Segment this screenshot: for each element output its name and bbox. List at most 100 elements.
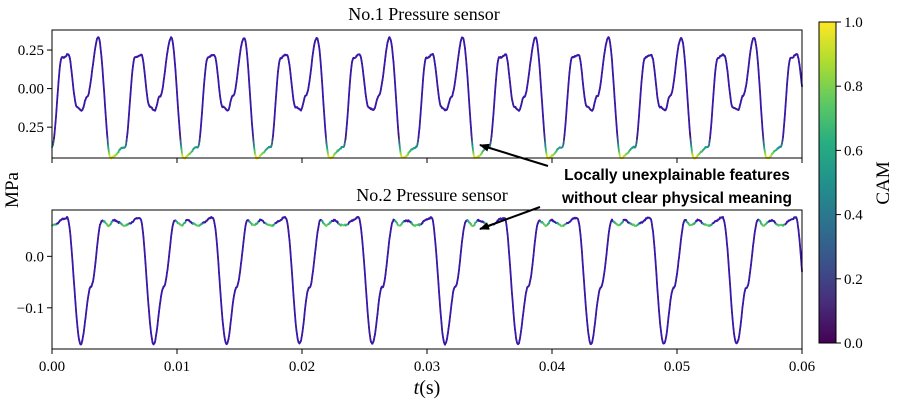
series-segment: [782, 124, 785, 133]
series-segment: [53, 127, 56, 135]
series-segment: [465, 57, 468, 66]
series-segment: [147, 298, 150, 307]
series-segment: [465, 63, 468, 72]
panel-2: No.2 Pressure sensor 0.00 0.01 0.02 0.03 0.0…: [17, 185, 816, 375]
series-segment: [220, 299, 223, 308]
series-segment: [203, 78, 206, 86]
panel-2-y-ticks: 0.0 −0.1: [17, 249, 52, 317]
series-segment: [394, 81, 397, 91]
series-segment: [436, 269, 439, 278]
series-segment: [218, 278, 221, 288]
annotation-arrow-2: [479, 206, 541, 230]
series-segment: [202, 84, 205, 93]
series-segment: [658, 309, 661, 318]
series-segment: [142, 236, 145, 245]
panel-2-frame: [51, 209, 803, 350]
x-tick-label: 0.06: [789, 359, 816, 375]
series-segment: [686, 97, 689, 107]
series-segment: [396, 111, 399, 122]
series-segment: [785, 83, 788, 94]
series-segment: [251, 128, 254, 137]
series-segment: [143, 242, 146, 251]
series-segment: [759, 90, 762, 100]
x-tick-label: 0.01: [164, 359, 190, 375]
series-segment: [216, 243, 219, 252]
series-segment: [637, 115, 640, 124]
y-tick-label: 0.25: [18, 43, 44, 59]
series-segment: [537, 53, 540, 61]
series-segment: [395, 104, 398, 114]
series-segment: [440, 316, 443, 324]
series-segment: [438, 290, 441, 299]
series-segment: [728, 275, 731, 285]
y-tick-label: 0.00: [18, 82, 44, 98]
series-segment: [756, 57, 759, 65]
series-segment: [318, 48, 321, 56]
series-segment: [363, 267, 366, 276]
series-segment: [538, 59, 541, 67]
series-segment: [654, 253, 657, 262]
series-segment: [640, 81, 643, 90]
series-segment: [467, 83, 470, 93]
series-segment: [687, 112, 690, 121]
series-segment: [435, 255, 438, 265]
series-segment: [612, 73, 615, 83]
annotation-line-1: Locally unexplainable features: [564, 167, 790, 184]
series-segment: [580, 239, 583, 248]
series-segment: [146, 283, 149, 294]
series-segment: [783, 112, 786, 121]
series-segment: [614, 102, 617, 113]
series-segment: [584, 301, 587, 310]
series-segment: [72, 275, 75, 284]
series-segment: [731, 311, 734, 320]
panel-2-series: [51, 215, 803, 346]
series-segment: [568, 71, 571, 79]
panel-1-title: No.1 Pressure sensor: [348, 4, 499, 24]
series-segment: [615, 123, 618, 133]
series-segment: [761, 128, 764, 136]
series-segment: [580, 245, 583, 254]
series-segment: [69, 235, 72, 244]
series-segment: [420, 93, 423, 103]
series-segment: [54, 115, 57, 124]
series-segment: [294, 314, 297, 323]
series-segment: [491, 118, 494, 127]
series-segment: [127, 113, 130, 122]
series-segment: [200, 111, 203, 120]
series-segment: [756, 51, 759, 59]
series-segment: [345, 122, 348, 130]
panel-1-frame: [51, 29, 803, 159]
series-segment: [711, 106, 714, 116]
series-segment: [130, 73, 133, 83]
series-segment: [274, 95, 277, 105]
series-segment: [101, 68, 104, 78]
series-segment: [713, 79, 716, 88]
series-segment: [322, 103, 325, 113]
series-segment: [652, 235, 655, 243]
series-segment: [784, 105, 787, 115]
series-segment: [367, 321, 370, 329]
series-segment: [367, 315, 370, 323]
series-segment: [293, 307, 296, 316]
series-segment: [71, 254, 74, 263]
series-segment: [655, 267, 658, 276]
series-segment: [325, 136, 328, 145]
series-segment: [655, 274, 658, 285]
colorbar-tick-label: 0.2: [844, 272, 863, 288]
series-segment: [437, 282, 440, 293]
series-segment: [584, 294, 587, 304]
series-segment: [469, 120, 472, 129]
series-segment: [687, 104, 690, 115]
series-segment: [710, 113, 713, 123]
series-segment: [421, 86, 424, 95]
series-segment: [106, 137, 109, 146]
series-segment: [361, 242, 364, 250]
x-axis-label: t(s): [414, 377, 441, 399]
series-segment: [638, 107, 641, 117]
panel-1-y-ticks: 0.25 0.00 0.25: [18, 43, 52, 136]
series-segment: [56, 88, 59, 97]
series-segment: [201, 104, 204, 114]
series-segment: [470, 134, 473, 142]
series-segment: [396, 119, 399, 129]
